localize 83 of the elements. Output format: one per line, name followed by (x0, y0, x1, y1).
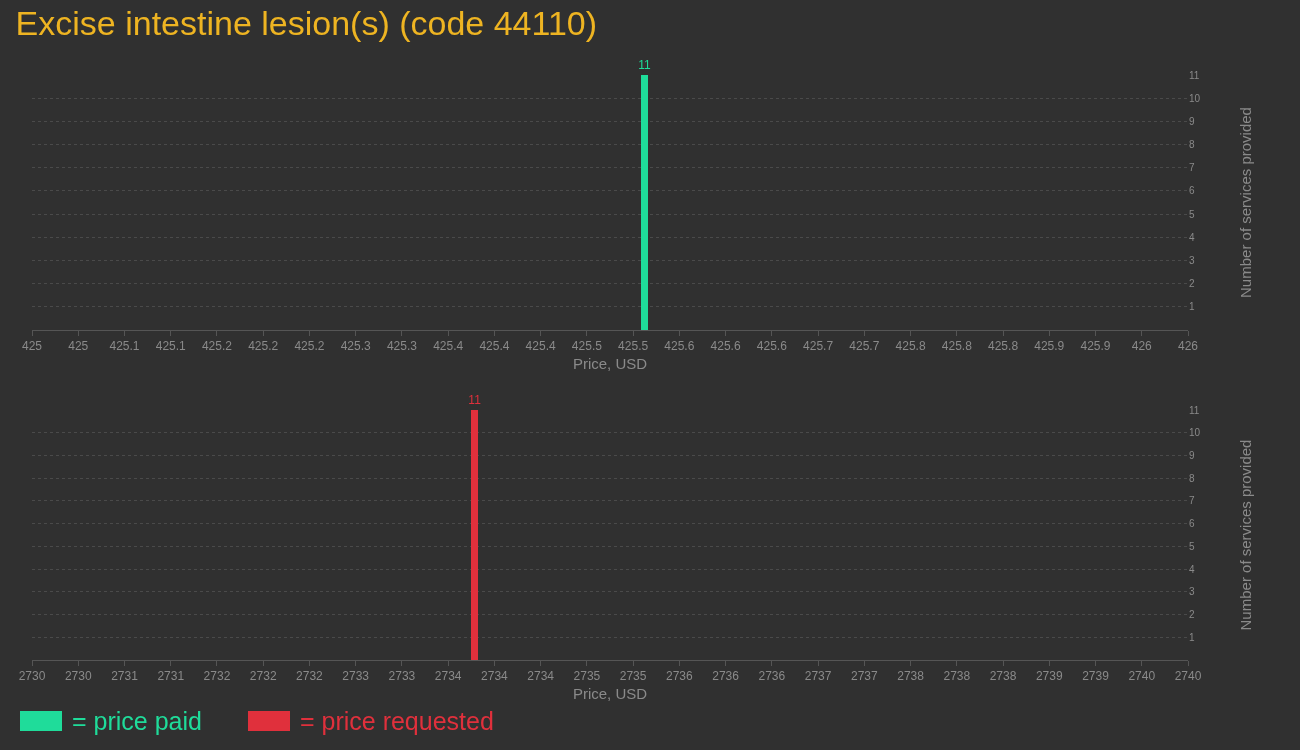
x-tick-label: 425.2 (201, 339, 233, 354)
y-tick-label: 4 (1189, 563, 1195, 575)
x-tick-label: 425.6 (756, 339, 788, 354)
y-tick-label: 7 (1189, 162, 1195, 174)
x-tick-label: 2735 (573, 669, 601, 684)
x-tick-label: 425.6 (664, 339, 695, 354)
data-label: 11 (638, 58, 652, 72)
x-tick-label: 2731 (157, 669, 185, 684)
x-tick-label: 2734 (527, 669, 555, 684)
y-tick-label: 6 (1189, 185, 1195, 197)
x-tick-label: 425.7 (849, 339, 880, 354)
x-tick-label: 425.5 (618, 339, 649, 354)
x-tick-label: 425.2 (294, 339, 325, 354)
y-axis-title: Number of services provided (1236, 439, 1254, 631)
x-tick-label: 2734 (434, 669, 462, 684)
x-tick-label: 425.9 (1080, 339, 1111, 354)
x-tick-label: 2732 (203, 669, 231, 684)
y-axis-title: Number of services provided (1236, 107, 1254, 298)
x-tick-label: 425 (21, 339, 43, 354)
x-tick-label: 2739 (1035, 669, 1063, 684)
x-tick-label: 425.4 (525, 339, 556, 354)
y-tick-label: 9 (1189, 449, 1195, 461)
y-tick-label: 8 (1189, 139, 1195, 151)
y-tick-label: 1 (1189, 631, 1195, 643)
legend-label: = price requested (299, 706, 494, 736)
y-tick-label: 4 (1189, 231, 1195, 243)
x-tick-label: 2732 (296, 669, 324, 684)
x-tick-label: 2732 (249, 669, 277, 684)
x-tick-label: 425.4 (479, 339, 510, 354)
y-tick-label: 8 (1189, 472, 1195, 484)
y-tick-label: 9 (1189, 115, 1195, 127)
y-tick-label: 2 (1189, 278, 1195, 290)
x-tick-label: 2740 (1128, 669, 1156, 684)
x-tick-label: 425.8 (895, 339, 926, 354)
y-tick-label: 1 (1189, 301, 1195, 313)
y-tick-label: 11 (1189, 404, 1200, 416)
x-tick-label: 2733 (342, 669, 370, 684)
x-tick-label: 2735 (619, 669, 647, 684)
legend-label: = price paid (72, 706, 202, 736)
x-tick-label: 2736 (666, 669, 694, 684)
x-tick-label: 2738 (989, 669, 1017, 684)
y-tick-label: 10 (1189, 92, 1201, 104)
x-tick-label: 425.3 (340, 339, 372, 354)
x-tick-label: 425.8 (988, 339, 1019, 354)
y-tick-label: 3 (1189, 586, 1195, 598)
x-tick-label: 425.1 (155, 339, 187, 354)
x-tick-label: 425 (68, 339, 89, 354)
x-tick-label: 2734 (481, 669, 509, 684)
data-label: 11 (468, 393, 482, 407)
x-tick-label: 2739 (1082, 669, 1110, 684)
y-tick-label: 3 (1189, 254, 1195, 266)
x-tick-label: 425.7 (803, 339, 834, 354)
x-tick-label: 2737 (804, 669, 832, 684)
x-tick-label: 426 (1131, 339, 1153, 354)
y-tick-label: 2 (1189, 609, 1195, 621)
x-tick-label: 2736 (758, 669, 786, 684)
y-tick-label: 7 (1189, 495, 1195, 507)
x-tick-label: 2740 (1174, 669, 1202, 684)
x-axis-title: Price, USD (572, 685, 648, 703)
x-tick-label: 2738 (897, 669, 925, 684)
y-tick-label: 5 (1189, 540, 1195, 552)
x-tick-label: 2737 (850, 669, 878, 684)
x-tick-label: 2731 (111, 669, 139, 684)
chart-title: Excise intestine lesion(s) (code 44110) (15, 4, 598, 43)
x-tick-label: 425.2 (248, 339, 279, 354)
x-tick-label: 425.5 (571, 339, 603, 354)
y-tick-label: 6 (1189, 518, 1195, 530)
x-tick-label: 2730 (18, 669, 46, 684)
x-tick-label: 426 (1177, 339, 1199, 354)
x-tick-label: 425.4 (433, 339, 464, 354)
x-tick-label: 425.3 (386, 339, 418, 354)
x-axis-title: Price, USD (572, 355, 648, 373)
y-tick-label: 5 (1189, 208, 1195, 220)
x-tick-label: 425.1 (109, 339, 140, 354)
y-tick-label: 11 (1189, 69, 1200, 81)
x-tick-label: 2730 (64, 669, 92, 684)
x-tick-label: 2738 (943, 669, 971, 684)
x-tick-label: 2736 (712, 669, 740, 684)
x-tick-label: 425.6 (710, 339, 741, 354)
x-tick-label: 2733 (388, 669, 416, 684)
y-tick-label: 10 (1189, 427, 1201, 439)
x-tick-label: 425.8 (941, 339, 973, 354)
x-tick-label: 425.9 (1034, 339, 1065, 354)
